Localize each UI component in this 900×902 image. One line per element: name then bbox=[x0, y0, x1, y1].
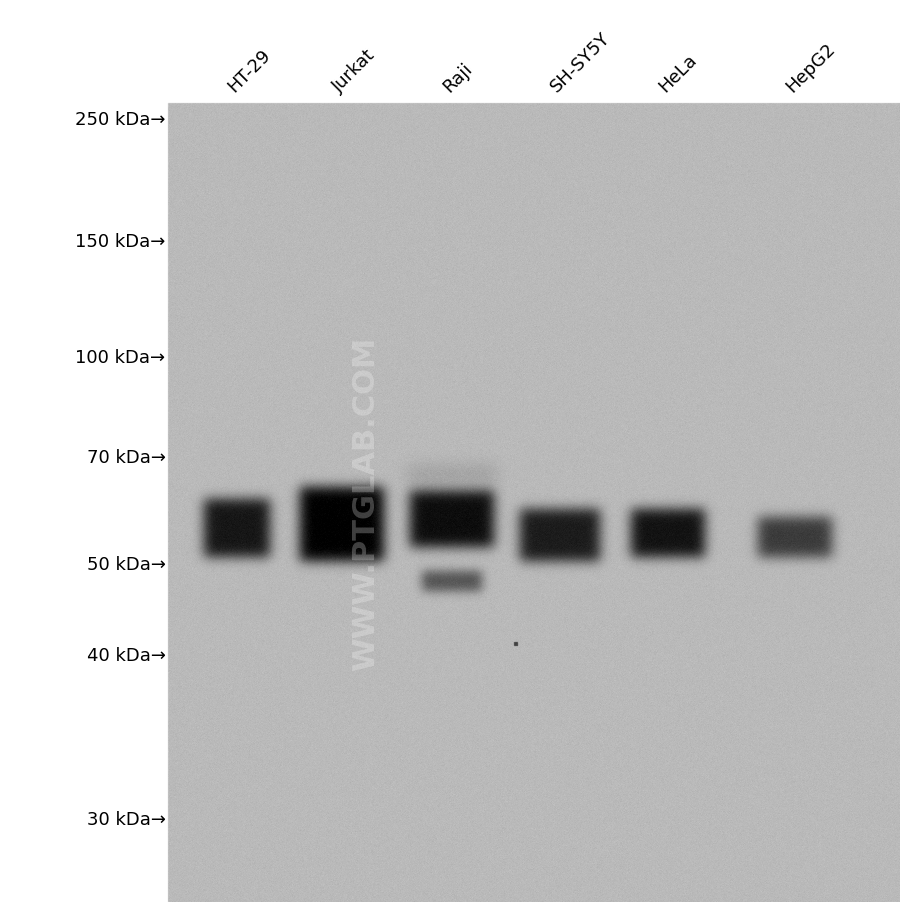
Text: 100 kDa→: 100 kDa→ bbox=[76, 348, 166, 366]
Text: WWW.PTGLAB.COM: WWW.PTGLAB.COM bbox=[351, 336, 380, 670]
Text: 70 kDa→: 70 kDa→ bbox=[86, 448, 166, 466]
Text: 150 kDa→: 150 kDa→ bbox=[76, 233, 166, 251]
Text: 40 kDa→: 40 kDa→ bbox=[86, 647, 166, 664]
Text: HeLa: HeLa bbox=[655, 51, 700, 96]
Text: HT-29: HT-29 bbox=[224, 46, 274, 96]
Text: Raji: Raji bbox=[439, 60, 476, 96]
Text: 50 kDa→: 50 kDa→ bbox=[86, 556, 166, 574]
Text: HepG2: HepG2 bbox=[782, 40, 839, 96]
Text: SH-SY5Y: SH-SY5Y bbox=[547, 30, 614, 96]
Text: Jurkat: Jurkat bbox=[329, 46, 379, 96]
Text: 250 kDa→: 250 kDa→ bbox=[75, 111, 166, 129]
Text: 30 kDa→: 30 kDa→ bbox=[86, 810, 166, 828]
